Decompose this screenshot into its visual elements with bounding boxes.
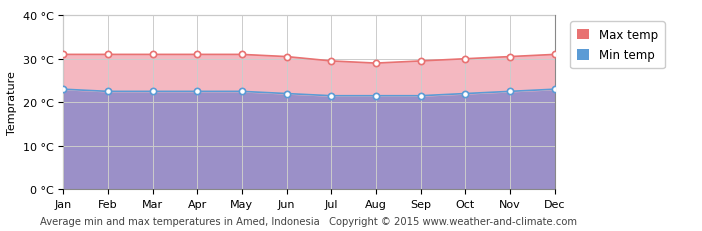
Y-axis label: Temprature: Temprature (7, 71, 17, 135)
Legend: Max temp, Min temp: Max temp, Min temp (570, 22, 665, 69)
Text: Average min and max temperatures in Amed, Indonesia   Copyright © 2015 www.weath: Average min and max temperatures in Amed… (41, 216, 577, 226)
